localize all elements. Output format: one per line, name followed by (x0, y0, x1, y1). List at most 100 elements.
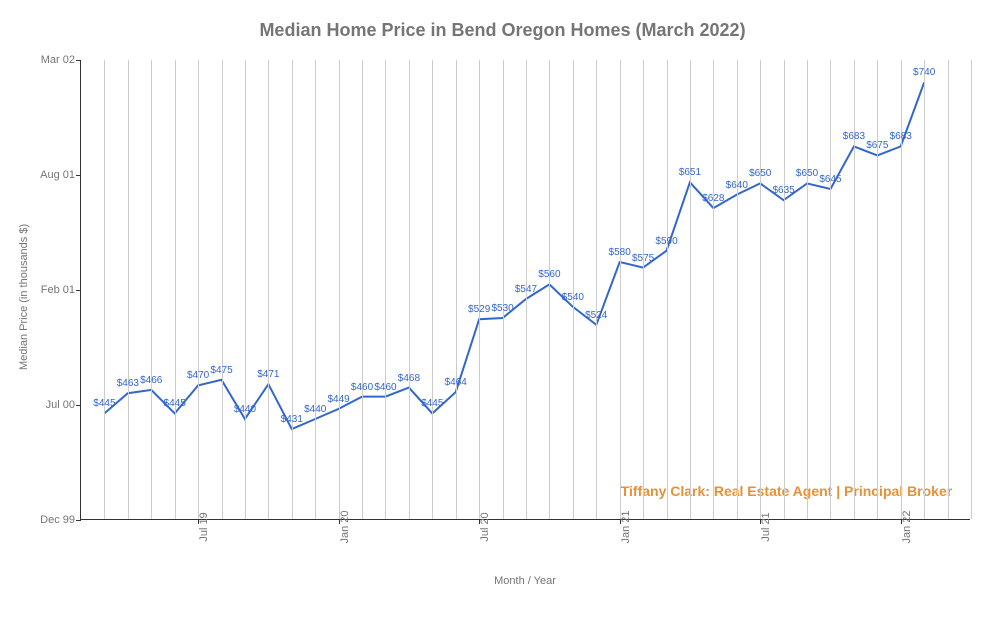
data-label: $683 (890, 131, 912, 142)
data-label: $590 (655, 236, 677, 247)
data-label: $524 (585, 310, 607, 321)
gridline-vertical (573, 60, 574, 519)
y-tick-label: Aug 01 (40, 169, 75, 181)
data-label: $440 (304, 404, 326, 415)
gridline-vertical (948, 60, 949, 519)
data-label: $530 (491, 303, 513, 314)
gridline-vertical (503, 60, 504, 519)
gridline-vertical (830, 60, 831, 519)
data-label: $466 (140, 375, 162, 386)
x-axis-title: Month / Year (80, 575, 970, 587)
y-tick-label: Feb 01 (41, 284, 75, 296)
data-label: $560 (538, 269, 560, 280)
data-label: $460 (351, 382, 373, 393)
gridline-vertical (222, 60, 223, 519)
gridline-vertical (104, 60, 105, 519)
gridline-vertical (151, 60, 152, 519)
data-label: $650 (796, 168, 818, 179)
data-label: $540 (562, 292, 584, 303)
x-tick-label: Jul 19 (198, 512, 210, 541)
data-label: $464 (445, 377, 467, 388)
data-label: $468 (398, 373, 420, 384)
gridline-vertical (784, 60, 785, 519)
attribution-text: Tiffany Clark: Real Estate Agent | Princ… (621, 483, 952, 499)
y-tick-mark (76, 520, 81, 521)
gridline-vertical (385, 60, 386, 519)
chart-title: Median Home Price in Bend Oregon Homes (… (0, 20, 1005, 41)
y-tick-label: Jul 00 (46, 399, 75, 411)
gridline-vertical (292, 60, 293, 519)
gridline-vertical (690, 60, 691, 519)
gridline-vertical (315, 60, 316, 519)
data-label: $580 (609, 247, 631, 258)
gridline-vertical (971, 60, 972, 519)
data-label: $471 (257, 369, 279, 380)
chart-container: Median Home Price in Bend Oregon Homes (… (0, 0, 1005, 620)
x-tick-mark (479, 519, 480, 524)
gridline-vertical (245, 60, 246, 519)
plot-area: Tiffany Clark: Real Estate Agent | Princ… (80, 60, 970, 520)
gridline-vertical (362, 60, 363, 519)
y-tick-label: Dec 99 (40, 514, 75, 526)
data-label: $675 (866, 140, 888, 151)
x-tick-mark (198, 519, 199, 524)
gridline-vertical (479, 60, 480, 519)
data-label: $475 (210, 365, 232, 376)
x-tick-label: Jul 21 (760, 512, 772, 541)
y-tick-mark (76, 290, 81, 291)
data-label: $635 (773, 185, 795, 196)
data-label: $470 (187, 370, 209, 381)
data-label: $463 (117, 378, 139, 389)
y-tick-label: Mar 02 (41, 54, 75, 66)
gridline-vertical (128, 60, 129, 519)
gridline-vertical (643, 60, 644, 519)
gridline-vertical (339, 60, 340, 519)
data-label: $628 (702, 193, 724, 204)
gridline-vertical (175, 60, 176, 519)
data-label: $449 (328, 394, 350, 405)
gridline-vertical (456, 60, 457, 519)
x-tick-mark (620, 519, 621, 524)
gridline-vertical (432, 60, 433, 519)
gridline-vertical (198, 60, 199, 519)
gridline-vertical (268, 60, 269, 519)
data-label: $529 (468, 304, 490, 315)
data-label: $431 (281, 414, 303, 425)
gridline-vertical (760, 60, 761, 519)
y-tick-mark (76, 60, 81, 61)
data-label: $683 (843, 131, 865, 142)
y-axis-title: Median Price (in thousands $) (18, 224, 30, 370)
data-label: $740 (913, 67, 935, 78)
gridline-vertical (924, 60, 925, 519)
gridline-vertical (737, 60, 738, 519)
data-label: $445 (421, 398, 443, 409)
x-tick-mark (339, 519, 340, 524)
data-label: $650 (749, 168, 771, 179)
x-tick-label: Jan 22 (901, 510, 913, 543)
gridline-vertical (807, 60, 808, 519)
data-label: $640 (726, 180, 748, 191)
data-label: $445 (164, 398, 186, 409)
data-label: $547 (515, 284, 537, 295)
data-label: $445 (93, 398, 115, 409)
gridline-vertical (854, 60, 855, 519)
x-tick-label: Jul 20 (479, 512, 491, 541)
data-label: $440 (234, 404, 256, 415)
data-label: $460 (374, 382, 396, 393)
gridline-vertical (667, 60, 668, 519)
gridline-vertical (901, 60, 902, 519)
x-tick-mark (760, 519, 761, 524)
gridline-vertical (877, 60, 878, 519)
data-label: $645 (819, 174, 841, 185)
gridline-vertical (620, 60, 621, 519)
data-label: $651 (679, 167, 701, 178)
x-tick-label: Jan 21 (620, 510, 632, 543)
gridline-vertical (409, 60, 410, 519)
price-line (104, 82, 924, 429)
x-tick-label: Jan 20 (339, 510, 351, 543)
y-tick-mark (76, 175, 81, 176)
x-tick-mark (901, 519, 902, 524)
gridline-vertical (596, 60, 597, 519)
y-tick-mark (76, 405, 81, 406)
gridline-vertical (549, 60, 550, 519)
